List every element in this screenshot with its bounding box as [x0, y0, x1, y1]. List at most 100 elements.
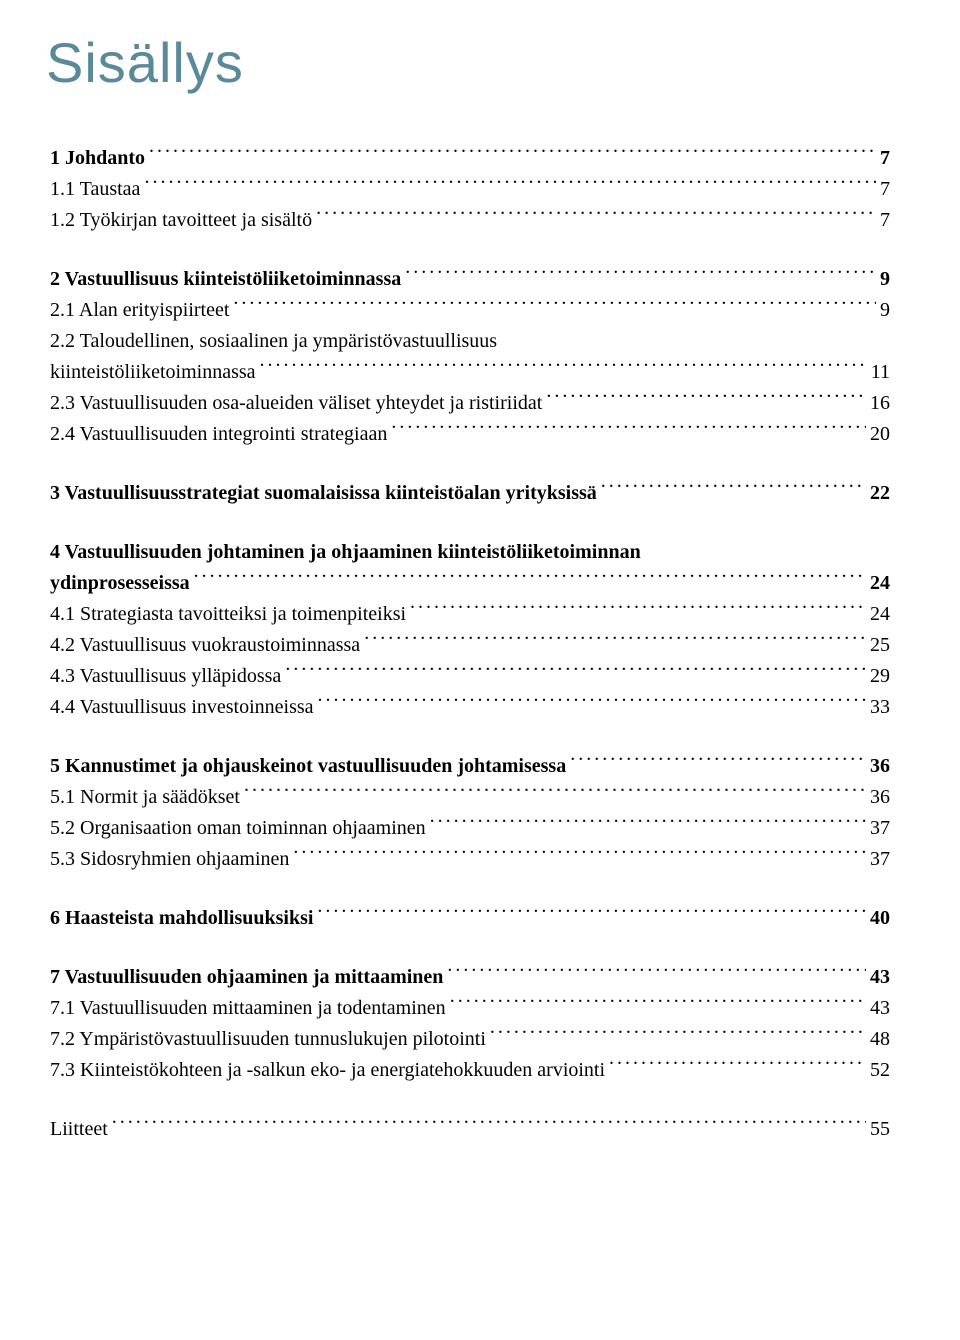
- toc-label: 2.4 Vastuullisuuden integrointi strategi…: [50, 419, 387, 450]
- toc-group: Liitteet 55: [50, 1114, 890, 1145]
- toc-label: 5 Kannustimet ja ohjauskeinot vastuullis…: [50, 751, 566, 782]
- toc-page: 11: [871, 357, 890, 388]
- toc-label: 4 Vastuullisuuden johtaminen ja ohjaamin…: [50, 537, 641, 568]
- toc-row: 6 Haasteista mahdollisuuksiksi 40: [50, 903, 890, 934]
- toc-leader: [144, 175, 876, 195]
- toc-row: 4.4 Vastuullisuus investoinneissa 33: [50, 692, 890, 723]
- toc-page: 52: [870, 1055, 890, 1086]
- toc-row: 4.3 Vastuullisuus ylläpidossa 29: [50, 661, 890, 692]
- toc-row: 4 Vastuullisuuden johtaminen ja ohjaamin…: [50, 537, 890, 568]
- toc-label: 2.1 Alan erityispiirteet: [50, 295, 229, 326]
- toc-page: 7: [880, 205, 890, 236]
- toc-group: 1 Johdanto71.1 Taustaa71.2 Työkirjan tav…: [50, 143, 890, 236]
- toc-label: 1.2 Työkirjan tavoitteet ja sisältö: [50, 205, 312, 236]
- toc-row: 1.2 Työkirjan tavoitteet ja sisältö 7: [50, 205, 890, 236]
- toc-row: 7 Vastuullisuuden ohjaaminen ja mittaami…: [50, 962, 890, 993]
- toc-label: 6 Haasteista mahdollisuuksiksi: [50, 903, 313, 934]
- toc-row: Liitteet 55: [50, 1114, 890, 1145]
- toc-page: 55: [870, 1114, 890, 1145]
- toc-row: 2.1 Alan erityispiirteet 9: [50, 295, 890, 326]
- toc-page: 37: [870, 813, 890, 844]
- toc-leader: [450, 994, 866, 1014]
- toc-row: 2.4 Vastuullisuuden integrointi strategi…: [50, 419, 890, 450]
- toc-label: 7.2 Ympäristövastuullisuuden tunnuslukuj…: [50, 1024, 486, 1055]
- toc-label: 4.4 Vastuullisuus investoinneissa: [50, 692, 314, 723]
- toc-page: 36: [870, 751, 890, 782]
- toc-label: kiinteistöliiketoiminnassa: [50, 357, 256, 388]
- toc-leader: [364, 631, 866, 651]
- toc-row: 2.2 Taloudellinen, sosiaalinen ja ympäri…: [50, 326, 890, 357]
- toc-page: 24: [870, 599, 890, 630]
- toc-page: 29: [870, 661, 890, 692]
- toc-label: 1.1 Taustaa: [50, 174, 140, 205]
- toc-row: 4.2 Vastuullisuus vuokraustoiminnassa 25: [50, 630, 890, 661]
- toc-group: 2 Vastuullisuus kiinteistöliiketoiminnas…: [50, 264, 890, 450]
- toc-leader: [285, 662, 866, 682]
- toc-page: 48: [870, 1024, 890, 1055]
- toc-page: 37: [870, 844, 890, 875]
- toc-label: 2 Vastuullisuus kiinteistöliiketoiminnas…: [50, 264, 401, 295]
- toc-page: 22: [870, 478, 890, 509]
- toc-page: 43: [870, 962, 890, 993]
- toc-row: 2 Vastuullisuus kiinteistöliiketoiminnas…: [50, 264, 890, 295]
- toc-page: 43: [870, 993, 890, 1024]
- page-title: Sisällys: [46, 30, 890, 95]
- toc-leader: [293, 845, 866, 865]
- toc-leader: [233, 296, 876, 316]
- toc-label: 5.2 Organisaation oman toiminnan ohjaami…: [50, 813, 426, 844]
- toc-label: 1 Johdanto: [50, 143, 145, 174]
- toc-page: 40: [870, 903, 890, 934]
- toc-page: 9: [880, 295, 890, 326]
- toc-row: kiinteistöliiketoiminnassa 11: [50, 357, 890, 388]
- toc-leader: [490, 1025, 866, 1045]
- toc-label: Liitteet: [50, 1114, 108, 1145]
- toc-label: 5.1 Normit ja säädökset: [50, 782, 240, 813]
- toc-label: 4.2 Vastuullisuus vuokraustoiminnassa: [50, 630, 360, 661]
- toc-row: 5.2 Organisaation oman toiminnan ohjaami…: [50, 813, 890, 844]
- toc-row: 2.3 Vastuullisuuden osa-alueiden väliset…: [50, 388, 890, 419]
- toc-page: 16: [870, 388, 890, 419]
- toc-label: ydinprosesseissa: [50, 568, 190, 599]
- toc-label: 3 Vastuullisuusstrategiat suomalaisissa …: [50, 478, 597, 509]
- toc-leader: [430, 814, 866, 834]
- toc-leader: [244, 783, 866, 803]
- toc-row: 7.3 Kiinteistökohteen ja -salkun eko- ja…: [50, 1055, 890, 1086]
- toc-leader: [149, 144, 876, 164]
- toc-page: 25: [870, 630, 890, 661]
- toc-page: 7: [880, 143, 890, 174]
- toc-row: ydinprosesseissa 24: [50, 568, 890, 599]
- toc-leader: [546, 389, 866, 409]
- toc-label: 2.2 Taloudellinen, sosiaalinen ja ympäri…: [50, 326, 497, 357]
- toc-label: 4.3 Vastuullisuus ylläpidossa: [50, 661, 281, 692]
- toc-row: 5.3 Sidosryhmien ohjaaminen37: [50, 844, 890, 875]
- toc-group: 6 Haasteista mahdollisuuksiksi 40: [50, 903, 890, 934]
- toc-group: 5 Kannustimet ja ohjauskeinot vastuullis…: [50, 751, 890, 875]
- toc-leader: [391, 420, 866, 440]
- toc-label: 4.1 Strategiasta tavoitteiksi ja toimenp…: [50, 599, 406, 630]
- toc-page: 20: [870, 419, 890, 450]
- toc-group: 7 Vastuullisuuden ohjaaminen ja mittaami…: [50, 962, 890, 1086]
- toc-label: 7.3 Kiinteistökohteen ja -salkun eko- ja…: [50, 1055, 605, 1086]
- toc-label: 7.1 Vastuullisuuden mittaaminen ja toden…: [50, 993, 446, 1024]
- toc-row: 7.2 Ympäristövastuullisuuden tunnuslukuj…: [50, 1024, 890, 1055]
- toc-page: 9: [880, 264, 890, 295]
- toc-page: 24: [870, 568, 890, 599]
- toc-page: 36: [870, 782, 890, 813]
- toc-row: 5.1 Normit ja säädökset 36: [50, 782, 890, 813]
- toc-row: 1 Johdanto 7: [50, 143, 890, 174]
- toc-row: 4.1 Strategiasta tavoitteiksi ja toimenp…: [50, 599, 890, 630]
- toc-row: 5 Kannustimet ja ohjauskeinot vastuullis…: [50, 751, 890, 782]
- toc-leader: [410, 600, 866, 620]
- toc-page: 33: [870, 692, 890, 723]
- toc-leader: [609, 1056, 866, 1076]
- toc-leader: [194, 569, 866, 589]
- toc-leader: [447, 963, 866, 983]
- toc-leader: [316, 206, 876, 226]
- toc-leader: [317, 904, 866, 924]
- toc-leader: [601, 479, 866, 499]
- toc-label: 2.3 Vastuullisuuden osa-alueiden väliset…: [50, 388, 542, 419]
- toc-leader: [112, 1115, 866, 1135]
- toc-group: 3 Vastuullisuusstrategiat suomalaisissa …: [50, 478, 890, 509]
- toc-row: 3 Vastuullisuusstrategiat suomalaisissa …: [50, 478, 890, 509]
- toc-label: 7 Vastuullisuuden ohjaaminen ja mittaami…: [50, 962, 443, 993]
